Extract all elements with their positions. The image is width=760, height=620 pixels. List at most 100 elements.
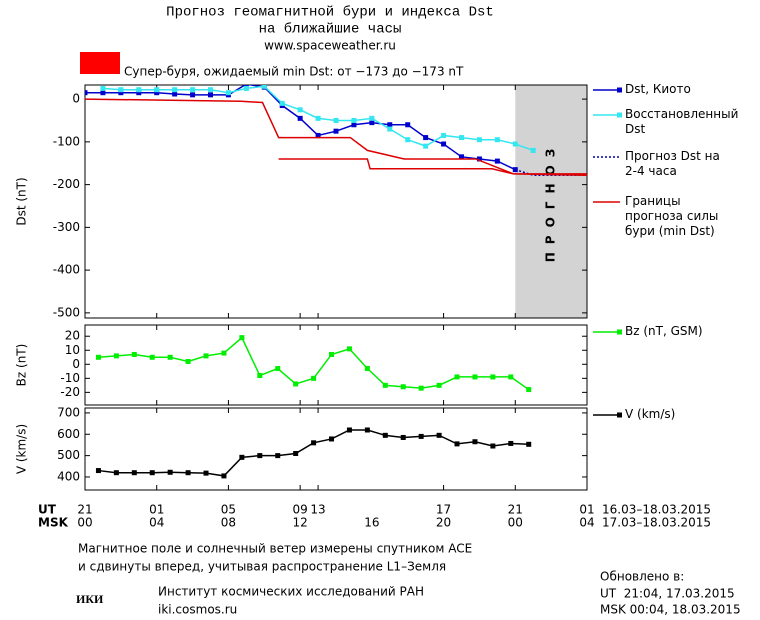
- x-axis-label: UT: [38, 503, 57, 517]
- x2-range-label: 17.03–18.03.2015: [602, 516, 711, 530]
- data-point: [526, 387, 532, 393]
- data-point: [118, 87, 124, 93]
- data-point: [346, 346, 352, 352]
- data-point: [85, 90, 88, 96]
- plot-area: [95, 335, 532, 393]
- data-point: [382, 382, 388, 388]
- data-point: [203, 353, 209, 359]
- y-tick-label: 20: [65, 329, 80, 343]
- data-point: [257, 453, 263, 459]
- data-point: [293, 450, 299, 456]
- legend-marker: [617, 329, 622, 335]
- x2-tick-label: 00: [77, 516, 92, 530]
- logo: ИКИ: [76, 592, 104, 606]
- y-tick-label: -400: [53, 263, 80, 277]
- data-point: [100, 90, 106, 96]
- y-axis-label: Dst (nT): [15, 177, 29, 225]
- data-point: [472, 374, 478, 380]
- data-point: [167, 469, 173, 475]
- data-point: [136, 90, 142, 96]
- x-tick-label: 01: [149, 503, 164, 517]
- data-point: [221, 350, 227, 356]
- series-line: [98, 429, 529, 477]
- data-point: [476, 156, 482, 162]
- data-point: [172, 87, 178, 93]
- data-point: [95, 468, 101, 474]
- data-point: [113, 470, 119, 476]
- series-line: [85, 85, 516, 171]
- plot-area: [95, 427, 532, 479]
- data-point: [149, 470, 155, 476]
- storm-swatch: [80, 52, 120, 74]
- storm-label: Супер-буря, ожидаемый min Dst: от −173 д…: [124, 65, 464, 79]
- legend-marker: [617, 87, 622, 93]
- data-point: [279, 100, 285, 106]
- data-point: [203, 470, 209, 476]
- data-point: [387, 122, 393, 128]
- data-point: [459, 154, 464, 160]
- data-point: [136, 87, 142, 93]
- data-point: [297, 115, 303, 121]
- data-point: [346, 427, 352, 433]
- data-point: [172, 91, 178, 97]
- data-point: [494, 137, 500, 143]
- y-tick-label: 0: [72, 357, 80, 371]
- data-point: [131, 470, 137, 476]
- data-point: [387, 126, 393, 132]
- data-point: [225, 90, 231, 96]
- data-point: [490, 443, 496, 449]
- forecast-label: ПРОГНОЗ: [544, 141, 558, 262]
- legend-label: Границы прогноза силы бури (min Dst): [625, 194, 719, 238]
- data-point: [275, 453, 281, 459]
- data-point: [400, 434, 406, 440]
- data-point: [167, 354, 173, 360]
- footer-note: и сдвинуты вперед, учитывая распростране…: [78, 560, 446, 574]
- data-point: [185, 470, 191, 476]
- institute: Институт космических исследований РАН: [158, 585, 424, 599]
- y-tick-label: -200: [53, 177, 80, 191]
- x-tick-label: 21: [508, 503, 523, 517]
- data-point: [512, 141, 518, 147]
- site-url: www.spaceweather.ru: [264, 39, 396, 53]
- plot-frame: [84, 407, 588, 491]
- legend-label: Прогноз Dst на 2-4 часа: [625, 149, 720, 178]
- updated-msk: MSK 00:04, 18.03.2015: [600, 603, 741, 617]
- x2-tick-label: 16: [364, 516, 379, 530]
- y-tick-label: -20: [60, 385, 80, 399]
- data-point: [369, 115, 375, 121]
- data-point: [508, 374, 514, 380]
- data-point: [382, 432, 388, 438]
- x2-tick-label: 04: [149, 516, 164, 530]
- data-point: [113, 353, 119, 359]
- data-point: [508, 440, 514, 446]
- y-tick-label: 500: [57, 448, 80, 462]
- x-tick-label: 17: [436, 503, 451, 517]
- x-tick-label: 21: [77, 503, 92, 517]
- data-point: [459, 135, 464, 141]
- plot-area: [85, 85, 587, 176]
- y-tick-label: -300: [53, 220, 80, 234]
- data-point: [333, 117, 339, 123]
- x2-tick-label: 20: [436, 516, 451, 530]
- data-point: [526, 441, 532, 447]
- x2-tick-label: 08: [221, 516, 236, 530]
- data-point: [239, 454, 245, 460]
- data-point: [472, 439, 478, 445]
- data-point: [329, 351, 335, 357]
- y-tick-label: 0: [72, 92, 80, 106]
- data-point: [275, 366, 281, 372]
- data-point: [369, 120, 375, 126]
- forecast-band: [515, 85, 587, 318]
- legend-marker: [617, 412, 622, 418]
- data-point: [494, 158, 500, 164]
- plot-frame: [84, 324, 588, 406]
- data-point: [441, 132, 447, 138]
- title-line: на ближайшие часы: [259, 21, 402, 38]
- data-point: [436, 432, 442, 438]
- data-point: [405, 122, 411, 128]
- institute-url: iki.cosmos.ru: [158, 603, 237, 617]
- data-point: [530, 147, 536, 153]
- x-tick-label: 13: [310, 503, 325, 517]
